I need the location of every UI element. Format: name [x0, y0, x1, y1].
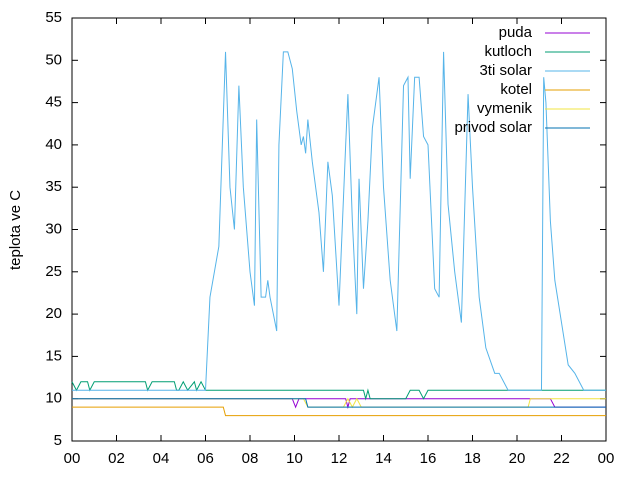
y-tick-label: 5	[54, 432, 62, 449]
series-line	[72, 397, 606, 409]
y-tick-label: 30	[45, 220, 62, 237]
x-tick-label: 16	[420, 450, 437, 467]
y-tick-label: 25	[45, 263, 62, 280]
x-tick-label: 08	[242, 450, 259, 467]
y-tick-label: 50	[45, 51, 62, 68]
y-tick-label: 40	[45, 136, 62, 153]
x-tick-label: 00	[598, 450, 615, 467]
y-tick-label: 45	[45, 94, 62, 111]
series-line	[72, 398, 606, 408]
series-line	[72, 51, 606, 391]
x-tick-label: 12	[331, 450, 348, 467]
y-axis-label: teplota ve C	[7, 190, 24, 270]
x-tick-label: 04	[153, 450, 170, 467]
legend-label: privod solar	[454, 119, 532, 136]
x-tick-label: 22	[553, 450, 570, 467]
legend-label: kutloch	[484, 43, 532, 60]
legend-label: vymenik	[477, 100, 533, 117]
y-tick-label: 10	[45, 390, 62, 407]
x-tick-label: 02	[108, 450, 125, 467]
x-tick-label: 20	[509, 450, 526, 467]
series-line	[72, 398, 606, 410]
y-tick-label: 15	[45, 347, 62, 364]
series-line	[72, 406, 606, 417]
series-line	[71, 380, 606, 401]
legend-label: 3ti solar	[479, 62, 532, 79]
legend-label: kotel	[500, 81, 532, 98]
x-tick-label: 14	[375, 450, 392, 467]
y-tick-label: 20	[45, 305, 62, 322]
x-tick-label: 18	[464, 450, 481, 467]
legend-label: puda	[499, 24, 533, 41]
x-tick-label: 00	[64, 450, 81, 467]
y-tick-label: 55	[45, 9, 62, 26]
x-tick-label: 06	[197, 450, 214, 467]
x-tick-label: 10	[286, 450, 303, 467]
y-tick-label: 35	[45, 178, 62, 195]
